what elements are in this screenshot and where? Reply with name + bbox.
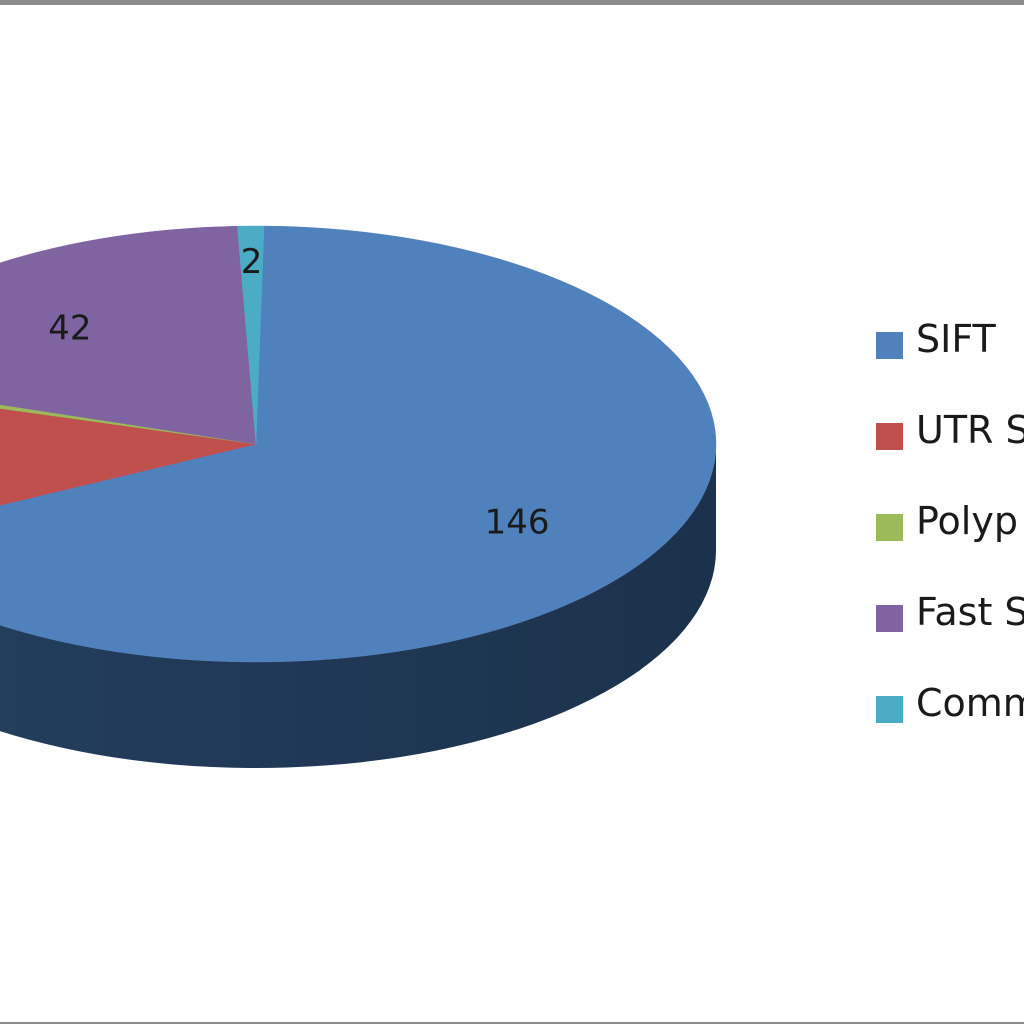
- legend-swatch-sift: [876, 332, 903, 359]
- legend-label-utr-s: UTR S: [916, 408, 1024, 452]
- pie-slice-utr-s[interactable]: [0, 383, 257, 543]
- legend-item-fast-s: Fast S: [876, 585, 1024, 637]
- legend-swatch-fast-s: [876, 605, 903, 632]
- legend-label-sift: SIFT: [916, 317, 996, 361]
- pie-slice-side-shade-sift: [0, 444, 716, 768]
- legend-item-polyp: Polyp: [876, 494, 1024, 546]
- pie-slice-sift[interactable]: [0, 225, 717, 663]
- legend-item-sift: SIFT: [876, 312, 1024, 364]
- legend-swatch-polyp: [876, 514, 903, 541]
- legend-swatch-utr-s: [876, 423, 903, 450]
- legend-label-polyp: Polyp: [916, 499, 1018, 543]
- data-label-fast-s: 42: [48, 309, 91, 349]
- legend-swatch-comm: [876, 696, 903, 723]
- legend: SIFT UTR S Polyp Fast S Comm: [876, 312, 1024, 767]
- data-label-comm: 2: [241, 242, 263, 282]
- pie-slice-comm[interactable]: [237, 225, 265, 445]
- data-label-sift: 146: [485, 503, 550, 543]
- legend-item-comm: Comm: [876, 676, 1024, 728]
- legend-label-fast-s: Fast S: [916, 590, 1024, 634]
- pie-slice-fast-s[interactable]: [0, 225, 257, 445]
- legend-item-utr-s: UTR S: [876, 403, 1024, 455]
- legend-label-comm: Comm: [916, 681, 1024, 725]
